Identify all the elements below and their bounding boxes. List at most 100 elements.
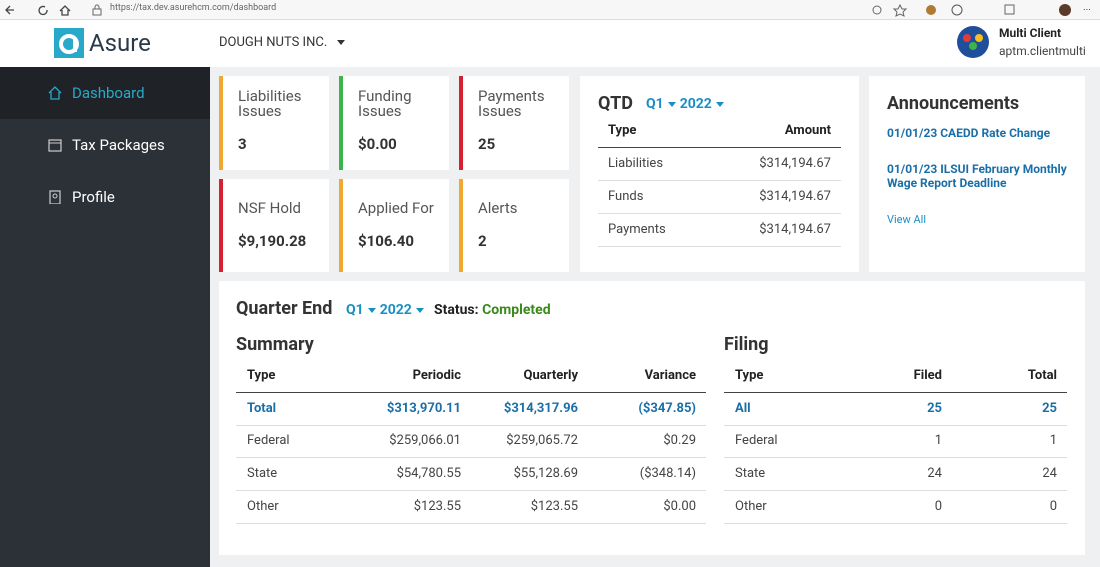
user-id: aptm.clientmulti [999,44,1086,58]
browser-bar: https://tax.dev.asurehcm.com/dashboard ·… [0,0,1100,20]
user-name: Multi Client [999,26,1062,40]
qtd-title: QTD [598,93,633,114]
table-cell[interactable]: Total [247,400,277,416]
nav-item[interactable]: Tax Packages [0,119,210,171]
table-cell: $55,128.69 [513,466,578,482]
announcements-card: Announcements 01/01/23 CAEDD Rate Change… [869,76,1085,272]
nav-label[interactable]: Tax Packages [72,136,165,154]
row-rule [724,490,1067,492]
quarter-end-period[interactable]: Q1 2022 [346,302,428,318]
svg-text:···: ··· [1083,5,1091,16]
lock-icon [92,4,102,16]
table-cell[interactable]: 25 [1042,400,1057,416]
table-cell: $259,065.72 [506,433,578,449]
table-cell: 24 [927,466,942,482]
tile-value[interactable]: 2 [478,232,487,250]
table-cell: ($348.14) [639,466,696,482]
table-cell: 1 [934,433,942,449]
tile-label[interactable]: Alerts [478,199,518,217]
view-all-link[interactable]: View All [887,213,927,226]
column-header: Amount [784,123,831,138]
table-cell[interactable]: ($347.85) [638,400,696,416]
year[interactable]: 2022 [379,302,412,318]
url[interactable]: https://tax.dev.asurehcm.com/dashboard [110,3,277,13]
qtd-period[interactable]: Q1 2022 [646,96,728,112]
table-cell: 1 [1049,433,1057,449]
table-cell: $259,066.01 [389,433,461,449]
table-cell: 0 [934,498,942,514]
tile-label[interactable]: Applied For [358,199,434,217]
table-cell: 24 [1042,466,1057,482]
row-rule [598,180,841,181]
quarter[interactable]: Q1 [346,302,364,318]
tile-label[interactable]: NSF Hold [238,199,301,217]
table-cell[interactable]: $314,317.96 [503,400,578,416]
tile-label[interactable]: Liabilities Issues [238,87,302,120]
avatar[interactable] [956,25,990,59]
row-rule [236,522,706,524]
tile[interactable]: Applied For $106.40 [339,179,449,272]
nav-buttons [5,5,71,16]
caret[interactable] [667,101,676,107]
column-header: Filed [913,368,942,383]
tile[interactable]: NSF Hold $9,190.28 [219,179,329,272]
table-cell[interactable]: 25 [927,400,942,416]
nav-label[interactable]: Profile [72,188,115,206]
table-cell[interactable]: $313,970.11 [386,400,461,416]
tile[interactable]: Payments Issues 25 [459,76,569,170]
table-cell: Other [735,498,767,514]
tile-value[interactable]: $0.00 [358,135,397,153]
status-label: Status: [434,302,479,318]
company-caret[interactable] [337,40,346,46]
profile-icon [49,190,61,204]
tile-value[interactable]: 25 [478,135,496,153]
app-header: Asure DOUGH NUTS INC. Multi Client aptm.… [0,20,1100,67]
tile-label[interactable]: Funding Issues [358,87,412,120]
status: Status: Completed [434,302,551,318]
browser-tools: ··· [872,3,1091,17]
tile[interactable]: Funding Issues $0.00 [339,76,449,170]
table-cell: Payments [608,222,666,237]
column-header: Periodic [412,368,461,383]
column-header: Type [735,368,764,383]
caret[interactable] [415,307,424,313]
caret[interactable] [715,101,724,107]
filing-title: Filing [724,334,769,355]
row-rule [598,213,841,214]
nav-label[interactable]: Dashboard [72,84,145,102]
company-selector[interactable]: DOUGH NUTS INC. [219,35,349,50]
announcement-link[interactable]: 01/01/23 ILSUI February Monthly Wage Rep… [887,162,1067,190]
tile[interactable]: Liabilities Issues 3 [219,76,329,170]
company-name[interactable]: DOUGH NUTS INC. [219,35,328,50]
tile-value[interactable]: 3 [238,135,247,153]
table-cell: Funds [608,189,644,204]
table-cell: Liabilities [608,156,664,171]
status-value: Completed [482,302,551,318]
row-rule [236,490,706,492]
quarter[interactable]: Q1 [646,96,664,112]
announcement-link[interactable]: 01/01/23 CAEDD Rate Change [887,126,1051,140]
tile-value[interactable]: $106.40 [358,232,414,250]
table-cell[interactable]: All [735,400,751,416]
tile[interactable]: Alerts 2 [459,179,569,272]
qtd-card: QTD Q1 2022 Type Amount Liabilities $314,194… [580,76,859,272]
table-cell: $0.29 [663,433,696,449]
table-cell: $314,194.67 [759,156,831,171]
table-cell: $123.55 [413,498,461,514]
caret[interactable] [367,307,376,313]
column-header: Variance [644,368,696,383]
nav-item[interactable]: Dashboard [0,67,210,119]
tile-label[interactable]: Payments Issues [478,87,545,120]
header-rule [236,392,706,393]
row-rule [598,246,841,247]
year[interactable]: 2022 [679,96,712,112]
row-rule [236,457,706,459]
row-rule [724,457,1067,459]
quarter-end-card: Quarter End Q1 2022 Status: Completed Sum… [219,281,1085,555]
nav-item[interactable]: Profile [0,171,210,223]
tile-value[interactable]: $9,190.28 [238,232,307,250]
table-cell: $314,194.67 [759,189,831,204]
row-rule [236,424,706,426]
